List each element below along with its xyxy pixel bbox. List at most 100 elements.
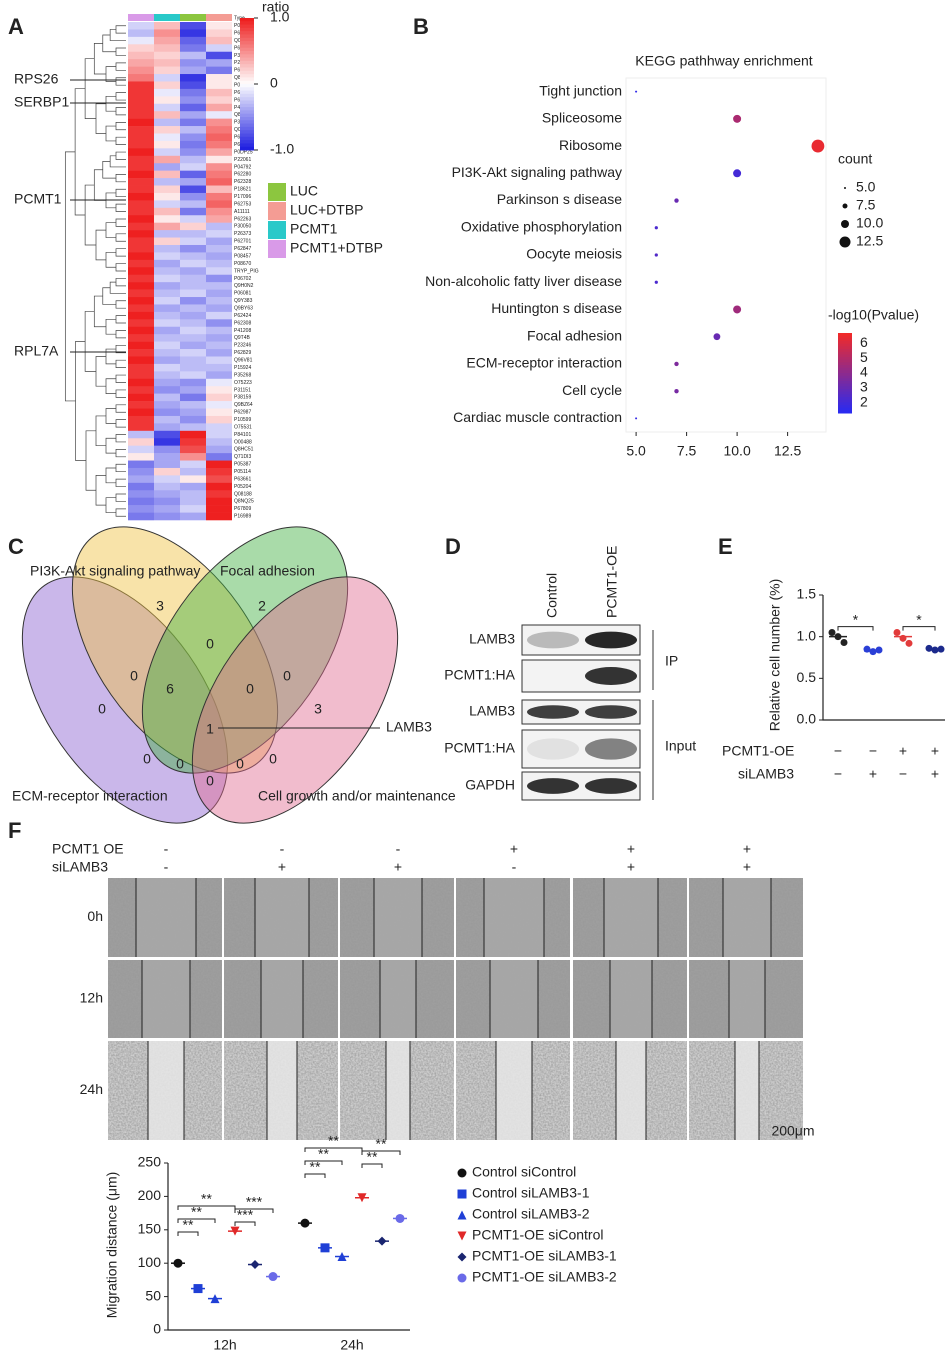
sig-label: *** (246, 1194, 263, 1210)
dendrogram (105, 437, 116, 454)
colorbar-label: 6 (860, 334, 868, 350)
row-label: O75531 (234, 424, 252, 430)
heat-cell (128, 200, 154, 209)
heat-cell (180, 126, 206, 134)
venn-count: 1 (206, 721, 214, 737)
row-label: P62424 (234, 313, 251, 319)
heat-cell (154, 482, 180, 491)
dendrogram (115, 508, 126, 517)
row-label: P38159 (234, 395, 251, 401)
venn-count: 6 (166, 681, 174, 697)
dot (635, 90, 638, 93)
dendrogram (105, 125, 116, 142)
row-label: Q9H0N2 (234, 283, 254, 289)
legend-swatch (268, 202, 286, 220)
heat-cell (180, 155, 206, 164)
colorbar (838, 370, 852, 374)
wound-gap (148, 1041, 184, 1140)
x-tick-label: 12h (213, 1337, 236, 1352)
condition-label: siLAMB3 (52, 859, 108, 875)
heat-cell (128, 111, 154, 119)
y-tick-label: 50 (145, 1287, 161, 1303)
row-label: P26373 (234, 231, 251, 237)
heat-cell (154, 96, 180, 105)
legend-label: PCMT1-OE siLAMB3-2 (472, 1269, 617, 1285)
venn-annotation: LAMB3 (386, 719, 432, 735)
heat-cell (206, 111, 232, 119)
heat-cell (154, 81, 180, 90)
dendrogram (115, 188, 126, 198)
colorbar (240, 84, 254, 88)
colorbar (240, 27, 254, 32)
heat-cell (128, 103, 154, 112)
heat-cell (128, 192, 154, 201)
blot-row-label: PCMT1:HA (444, 740, 515, 756)
colorbar (838, 362, 852, 366)
colorbar (838, 391, 852, 395)
venn-count: 0 (246, 681, 254, 697)
y-tick-label: 100 (138, 1254, 162, 1270)
heat-cell (154, 274, 180, 283)
heat-cell (128, 244, 154, 253)
heat-cell (180, 438, 206, 446)
heat-cell (128, 282, 154, 290)
heat-cell (180, 44, 206, 53)
y-tick-label: 1.0 (797, 627, 817, 643)
row-label: A11111 (234, 209, 250, 215)
legend-marker (457, 1189, 467, 1199)
dendrogram (93, 169, 106, 201)
heat-cell (154, 29, 180, 38)
dot (674, 361, 679, 367)
legend-label: PCMT1+DTBP (290, 240, 383, 256)
heat-cell (180, 29, 206, 38)
colorbar (240, 57, 254, 62)
colorbar (240, 60, 254, 65)
wound-gap (261, 960, 303, 1038)
sig-bracket (234, 1221, 256, 1226)
condition-sign: + (394, 859, 402, 875)
heat-cell (154, 252, 180, 261)
dendrogram (105, 408, 116, 424)
row-label: P10599 (234, 417, 251, 423)
heat-cell (128, 371, 154, 380)
colorbar (838, 378, 852, 382)
point (337, 1252, 347, 1262)
heat-cell (206, 453, 232, 461)
time-label: 12h (80, 990, 103, 1006)
dendrogram (102, 161, 116, 179)
heat-cell (206, 274, 232, 283)
point (300, 1218, 310, 1228)
dendrogram (115, 404, 126, 413)
sig-label: * (916, 611, 922, 627)
venn-set-label: PI3K-Akt signaling pathway (30, 563, 200, 579)
x-tick-label: 12.5 (774, 443, 801, 459)
row-label: Q96V81 (234, 358, 253, 364)
heat-cell (128, 467, 154, 476)
sig-bracket (177, 1231, 199, 1236)
blot-row-label: GAPDH (465, 777, 515, 793)
heat-cell (206, 408, 232, 417)
heat-cell (128, 74, 154, 82)
colorbar (240, 74, 254, 78)
heat-cell (206, 497, 232, 506)
heat-cell (128, 326, 154, 335)
size-key-label: 12.5 (856, 233, 883, 249)
row-label: P30050 (234, 224, 251, 230)
wound-gap (496, 1041, 532, 1140)
heat-cell (206, 371, 232, 380)
heat-cell (206, 163, 232, 171)
row-label: P05204 (234, 484, 251, 490)
colorbar (838, 343, 852, 347)
heat-cell (206, 192, 232, 201)
venn-count: 2 (258, 598, 266, 614)
heat-cell (128, 222, 154, 231)
heat-cell (180, 148, 206, 157)
heat-cell (128, 475, 154, 484)
gene-label: RPL7A (14, 343, 59, 359)
heat-cell (206, 200, 232, 209)
legend-label: PCMT1 (290, 221, 338, 237)
dendrogram (95, 415, 106, 447)
heat-cell (128, 415, 154, 424)
heat-cell (154, 178, 180, 186)
heat-cell (128, 36, 154, 45)
